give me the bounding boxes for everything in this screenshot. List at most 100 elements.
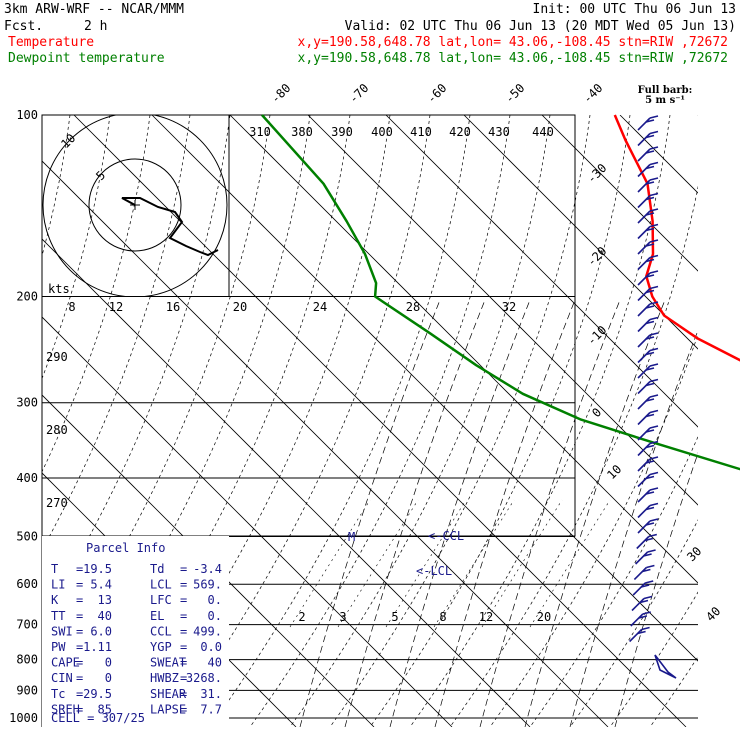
mixing-ratio-labels: 2 3 5 8 12 20 [298, 610, 551, 624]
dry-adiabat-line [449, 185, 698, 727]
parcel-k1-8: Tc [51, 687, 65, 701]
parcel-eq-6: = [76, 656, 83, 670]
model-title: 3km ARW-WRF -- NCAR/MMM [4, 2, 184, 17]
mixing-label-3: 3 [339, 610, 346, 624]
parcel-v2-8: 31. [200, 687, 222, 701]
wind-barb-flag [649, 518, 659, 522]
wind-barb-flag [649, 270, 659, 274]
dewpoint-trace [261, 114, 740, 471]
dry-adiabat-line [569, 519, 698, 727]
parcel-k2-0: Td [150, 562, 164, 576]
pressure-label-800: 800 [16, 653, 38, 667]
parcel-v2-7: 3268. [186, 671, 222, 685]
parcel-k1-0: T [51, 562, 58, 576]
parcel-eq-8: = [76, 687, 83, 701]
isotherm-line [385, 115, 698, 428]
wind-barb-flag [642, 568, 651, 573]
wind-barb-flag [645, 305, 655, 309]
barb-legend-title: Full barb: [638, 85, 693, 96]
dry-adiabat-line [42, 115, 151, 473]
moist-adiabat-line [569, 329, 698, 727]
parcel-v1-9: 85 [98, 702, 112, 716]
temp-top-m80: -80 [268, 81, 293, 106]
parcel-k1-3: TT [51, 609, 65, 623]
wind-barb-flag [649, 192, 659, 197]
parcel-cell: CELL = 307/25 [51, 711, 145, 725]
pressure-label-100: 100 [16, 108, 38, 122]
parcel-v1-1: 5.4 [90, 578, 112, 592]
mixing-label-8: 8 [439, 610, 446, 624]
wind-barb-flag [644, 537, 653, 542]
wind-barb-staff [637, 427, 651, 441]
mixing-ratio-line [433, 499, 515, 628]
theta-labels-left: 290 280 270 [46, 350, 68, 510]
wind-barb-flag [649, 487, 659, 491]
mixing-ratio-line [385, 499, 467, 628]
hodograph-trace [121, 197, 219, 257]
wind-barb-flag [649, 239, 659, 243]
hodograph-ring-labels: 5 10 [58, 131, 108, 183]
pressure-label-500: 500 [16, 529, 38, 543]
wind-barb-staff [637, 179, 651, 193]
parcel-v2-6: 40 [208, 656, 222, 670]
mixing-label-20: 20 [537, 610, 551, 624]
parcel-eq2-1: = [180, 578, 187, 592]
parcel-k2-4: CCL [150, 624, 172, 638]
wind-barb-staff [637, 489, 651, 503]
wind-barb-staff [637, 117, 651, 131]
dry-adiabat-line [42, 115, 231, 620]
wind-barb-flag [645, 336, 655, 340]
theta-top-400: 400 [371, 125, 393, 139]
wind-barb-surface [654, 654, 677, 679]
parcel-v2-9: 7.7 [200, 702, 222, 716]
parcel-eq-1: = [76, 578, 83, 592]
temp-series-name: Temperature [8, 35, 94, 50]
wind-barb-staff [637, 318, 651, 333]
wind-barb-flag [645, 134, 655, 139]
mixing-ratio-line [337, 499, 419, 628]
wind-barb-flag [649, 161, 659, 166]
parcel-v1-7: 0 [105, 671, 112, 685]
parcel-info-rows: T 19.5 Td -3.4= =LI 5.4 LCL 569.= =K 13 LFC 0.= =TT 4… [51, 562, 222, 716]
wind-barb-flag [643, 595, 653, 600]
temp-labels-top: -80 -70 -60 -50 -40 [268, 81, 605, 106]
wind-barb-flag [649, 409, 659, 414]
parcel-k1-1: LI [51, 578, 65, 592]
wind-barb-staff [637, 365, 651, 379]
wind-barb-flag [638, 615, 647, 619]
wind-barb-flag [641, 626, 650, 631]
wind-barb-flag [649, 471, 659, 476]
wind-barb-flag [649, 115, 659, 119]
moist-adiabat-line [434, 299, 576, 727]
wind-barb-staff [635, 551, 649, 565]
temp-right-m20: -20 [584, 244, 609, 269]
wind-barb-flag [645, 475, 655, 480]
parcel-eq2-3: = [180, 609, 187, 623]
dry-adiabat-line [489, 333, 698, 727]
theta-left-280: 280 [46, 423, 68, 437]
wind-barb-staff [637, 334, 651, 348]
wind-barb-staff [632, 582, 646, 596]
wind-barb-flag [645, 506, 655, 511]
dry-adiabat-line [209, 115, 471, 727]
wind-barb-flag [649, 301, 659, 305]
parcel-v1-8: 29.5 [83, 687, 112, 701]
pressure-label-300: 300 [16, 396, 38, 410]
moist-adiabat-line [614, 452, 698, 727]
wind-barb-flag [643, 553, 652, 557]
parcel-eq2-4: = [180, 624, 187, 638]
wind-barbs [629, 115, 677, 679]
wind-barb-flag [645, 460, 655, 464]
hodograph-ring-inner [88, 158, 182, 252]
pressure-label-1000: 1000 [9, 711, 38, 725]
parcel-v1-0: 19.5 [83, 562, 112, 576]
wind-tick-16: 16 [166, 300, 180, 314]
parcel-eq2-7: = [180, 671, 187, 685]
temp-top-m50: -50 [502, 81, 527, 106]
theta-top-380: 380 [291, 125, 313, 139]
pressure-label-600: 600 [16, 577, 38, 591]
parcel-eq2-6: = [180, 656, 187, 670]
parcel-k2-3: EL [150, 609, 164, 623]
annotation-mixed-layer: M [348, 530, 355, 544]
